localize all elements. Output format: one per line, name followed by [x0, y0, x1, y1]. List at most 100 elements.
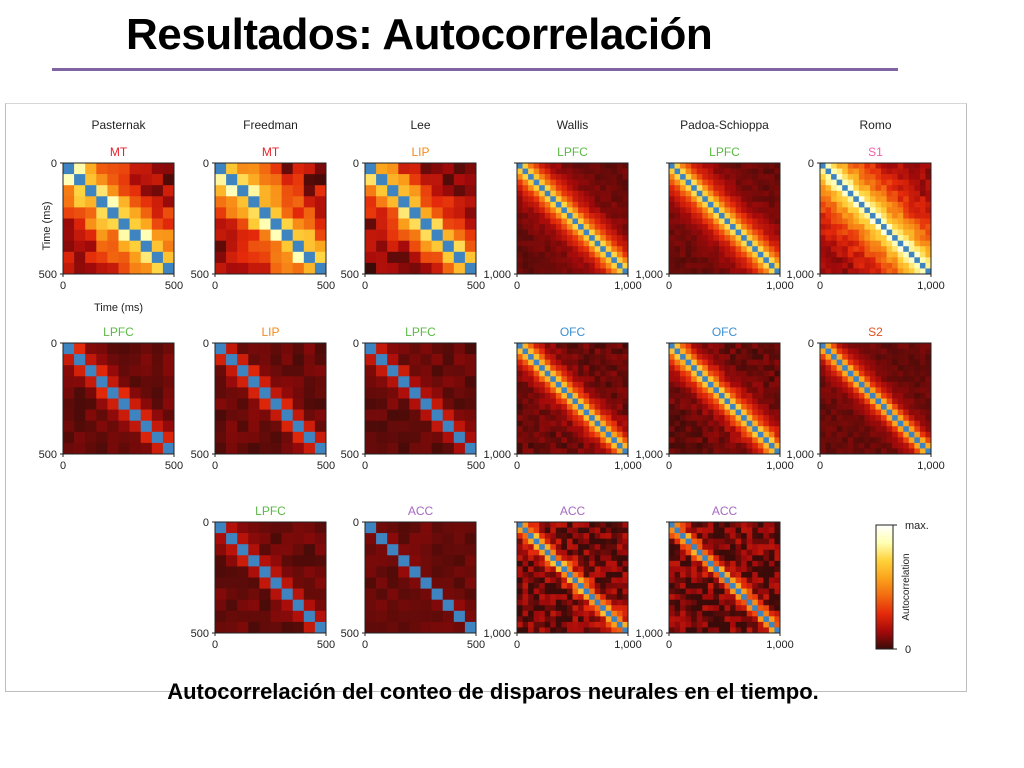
heatmap-cell: [259, 555, 271, 567]
heatmap-cell: [707, 442, 714, 449]
panel-0-3-frame: [516, 162, 629, 275]
heatmap-cell: [724, 174, 731, 180]
heatmap-cell: [387, 251, 399, 264]
heatmap-cell: [594, 437, 601, 444]
heatmap-cell: [259, 218, 271, 230]
heatmap-cell: [881, 185, 887, 192]
heatmap-cell: [555, 616, 562, 623]
heatmap-cell: [825, 240, 832, 247]
heatmap-cell: [303, 533, 316, 545]
heatmap-cell: [118, 442, 130, 455]
heatmap-cell: [528, 398, 534, 405]
heatmap-cell: [752, 538, 759, 545]
heatmap-cell: [730, 251, 736, 258]
heatmap-cell: [533, 605, 540, 612]
heatmap-cell: [718, 370, 725, 377]
heatmap-cell: [533, 387, 540, 394]
heatmap-cell: [442, 577, 455, 589]
heatmap-cell: [572, 201, 579, 208]
heatmap-cell: [820, 163, 826, 169]
heatmap-cell: [685, 343, 692, 349]
heatmap-cell: [685, 212, 692, 219]
heatmap-cell: [875, 381, 882, 388]
heatmap-cell: [237, 387, 249, 399]
heatmap-cell: [724, 420, 731, 427]
heatmap-cell: [696, 583, 703, 589]
heatmap-cell: [522, 251, 529, 258]
heatmap-cell: [763, 190, 770, 197]
heatmap-cell: [85, 376, 97, 388]
heatmap-cell: [314, 577, 327, 589]
heatmap-cell: [897, 207, 904, 214]
heatmap-cell: [140, 431, 153, 444]
heatmap-cell: [680, 599, 686, 606]
heatmap-cell: [713, 426, 720, 433]
heatmap-cell: [680, 442, 686, 449]
heatmap-cell: [669, 571, 675, 578]
heatmap-cell: [420, 163, 432, 175]
heatmap-cell: [611, 251, 618, 258]
heatmap-cell: [752, 583, 759, 589]
heatmap-cell: [572, 235, 579, 242]
heatmap-cell: [550, 212, 557, 219]
heatmap-cell: [539, 571, 546, 578]
heatmap-cell: [215, 398, 227, 410]
heatmap-cell: [774, 381, 781, 388]
heatmap-cell: [768, 616, 775, 623]
heatmap-cell: [707, 212, 714, 219]
heatmap-cell: [730, 268, 736, 275]
heatmap-cell: [752, 549, 759, 556]
heatmap-cell: [735, 163, 742, 169]
heatmap-cell: [387, 365, 399, 377]
heatmap-cell: [398, 174, 410, 186]
heatmap-cell: [528, 437, 534, 444]
slide-caption: Autocorrelación del conteo de disparos n…: [167, 679, 819, 704]
heatmap-cell: [544, 240, 551, 247]
heatmap-cell: [768, 527, 775, 534]
heatmap-cell: [118, 174, 130, 186]
heatmap-cell: [583, 437, 590, 444]
heatmap-cell: [853, 229, 860, 236]
heatmap-cell: [768, 605, 775, 612]
heatmap-cell: [768, 533, 775, 539]
heatmap-cell: [281, 398, 294, 410]
heatmap-cell: [522, 359, 529, 366]
heatmap-cell: [691, 376, 698, 383]
heatmap-cell: [768, 571, 775, 578]
heatmap-cell: [674, 262, 681, 269]
heatmap-cell: [680, 409, 686, 416]
heatmap-cell: [735, 207, 742, 214]
heatmap-cell: [702, 251, 709, 258]
heatmap-cell: [680, 348, 686, 355]
heatmap-cell: [696, 179, 703, 186]
heatmap-cell: [555, 571, 562, 578]
heatmap-cell: [517, 538, 523, 545]
heatmap-cell: [820, 365, 826, 372]
heatmap-cell: [836, 392, 843, 399]
heatmap-cell: [453, 621, 466, 634]
heatmap-cell: [757, 257, 764, 264]
heatmap-cell: [215, 196, 227, 208]
heatmap-cell: [674, 404, 681, 410]
heatmap-cell: [431, 555, 444, 567]
heatmap-cell: [869, 420, 876, 427]
heatmap-cell: [226, 207, 238, 219]
heatmap-cell: [831, 212, 837, 219]
heatmap-cell: [517, 437, 523, 444]
heatmap-cell: [365, 174, 377, 186]
heatmap-cell: [464, 163, 477, 175]
heatmap-cell: [539, 621, 546, 628]
heatmap-cell: [757, 448, 764, 455]
heatmap-cell: [74, 229, 86, 242]
heatmap-cell: [583, 527, 590, 534]
heatmap-cell: [522, 448, 529, 455]
heatmap-cell: [453, 163, 466, 175]
heatmap-cell: [691, 262, 698, 269]
heatmap-cell: [713, 185, 720, 192]
heatmap-cell: [85, 354, 97, 366]
heatmap-cell: [696, 224, 703, 230]
heatmap-cell: [741, 533, 748, 539]
heatmap-cell: [735, 392, 742, 399]
heatmap-cell: [365, 387, 377, 399]
heatmap-cell: [707, 354, 714, 360]
